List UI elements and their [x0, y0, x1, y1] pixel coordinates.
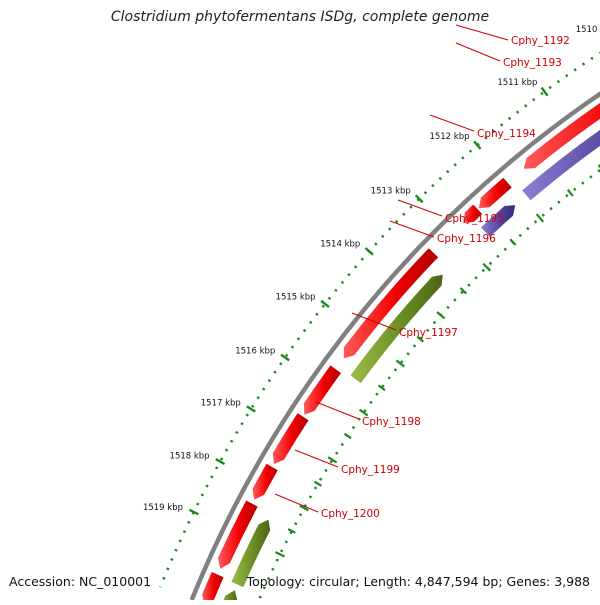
- gene-leader-line: [429, 114, 475, 132]
- gene-arrow-reverse-blue-small: [481, 205, 516, 237]
- kbp-tick-label: 1517 kbp: [201, 399, 241, 409]
- inner-tick-ring-mid-tick: [377, 384, 386, 392]
- inner-kbp-tick: [275, 551, 285, 558]
- kbp-tick-label: 1519 kbp: [143, 503, 183, 513]
- kbp-tick-mark: [364, 247, 374, 256]
- gene-arrow-cphy-1195: [478, 177, 512, 209]
- gene-arrow-cphy-1198: [303, 365, 341, 415]
- gene-label: Cphy_1195: [445, 213, 504, 225]
- inner-tick-ring-mid-tick: [287, 528, 296, 534]
- gene-arrow-cphy-1201: [218, 500, 258, 569]
- gene-label: Cphy_1197: [399, 327, 458, 339]
- inner-tick-ring-mid-tick: [459, 287, 468, 295]
- gene-label: Cphy_1193: [503, 57, 562, 69]
- kbp-tick-label: 1513 kbp: [371, 186, 411, 196]
- kbp-tick-mark: [473, 140, 482, 150]
- accession-text: Accession: NC_010001: [9, 574, 152, 589]
- gene-leader-line: [274, 493, 319, 513]
- backbone-arc: [189, 91, 600, 601]
- gene-label: Cphy_1198: [362, 416, 421, 428]
- inner-kbp-tick: [358, 408, 369, 417]
- gene-arrow-reverse-green-lower: [231, 519, 271, 588]
- gene-label: Cphy_1199: [341, 464, 400, 476]
- gene-leader-line: [315, 401, 360, 420]
- kbp-tick-label: 1516 kbp: [235, 347, 275, 357]
- gene-label: Cphy_1194: [477, 128, 536, 140]
- gene-arrow-cphy-1197: [343, 248, 439, 359]
- gene-arrow-cphy-1200: [252, 463, 278, 500]
- kbp-tick-label: 1512 kbp: [429, 132, 469, 142]
- gene-leader-line: [389, 220, 435, 238]
- gene-leader-line: [455, 24, 509, 41]
- outer-tick-ring: [158, 51, 600, 588]
- map-title: Clostridium phytofermentans ISDg, comple…: [110, 9, 490, 25]
- gene-arrow-reverse-blue: [522, 130, 600, 201]
- kbp-tick-label: 1514 kbp: [320, 239, 360, 249]
- inner-tick-ring-mid-tick: [343, 432, 352, 440]
- kbp-tick-mark: [414, 194, 424, 204]
- inner-tick-ring-mid-tick: [313, 480, 322, 487]
- inner-tick-ring-mid-tick: [416, 335, 425, 343]
- gene-arrow-cphy-1199: [272, 413, 309, 464]
- inner-tick-ring-mid-tick: [509, 238, 517, 246]
- gene-leader-line: [455, 42, 501, 62]
- gene-arrow-cphy-1202: [202, 572, 224, 605]
- inner-kbp-tick: [395, 359, 405, 368]
- gene-arrow-reverse-green: [350, 274, 443, 384]
- inner-kbp-tick: [535, 213, 545, 223]
- gene-label: Cphy_1196: [437, 233, 496, 245]
- gene-leader-line: [397, 199, 443, 217]
- inner-kbp-tick: [482, 262, 491, 272]
- gene-arrow-reverse-green-bottom: [221, 590, 238, 605]
- gene-leader-line: [351, 312, 397, 331]
- gene-label: Cphy_1192: [511, 35, 570, 47]
- kbp-tick-mark: [280, 353, 290, 362]
- kbp-tick-mark: [188, 508, 199, 516]
- kbp-tick-mark: [246, 405, 256, 413]
- inner-kbp-tick: [299, 504, 310, 512]
- kbp-tick-label: 1510 kbp: [576, 25, 600, 35]
- gene-label: Cphy_1200: [321, 508, 380, 520]
- kbp-tick-mark: [320, 299, 330, 308]
- inner-kbp-tick: [436, 311, 446, 320]
- kbp-tick-label: 1511 kbp: [497, 78, 537, 88]
- inner-kbp-tick: [327, 456, 338, 464]
- kbp-tick-label: 1515 kbp: [276, 293, 316, 303]
- gene-leader-line: [294, 449, 339, 468]
- inner-tick-ring-mid-tick: [566, 189, 574, 197]
- genome-summary-text: Topology: circular; Length: 4,847,594 bp…: [246, 574, 590, 589]
- kbp-tick-label: 1518 kbp: [170, 452, 210, 462]
- gene-arrow-cphy-1196: [463, 204, 483, 224]
- kbp-tick-mark: [215, 458, 226, 466]
- kbp-tick-mark: [540, 86, 549, 97]
- gene-arrow-cphy-1194: [523, 103, 600, 169]
